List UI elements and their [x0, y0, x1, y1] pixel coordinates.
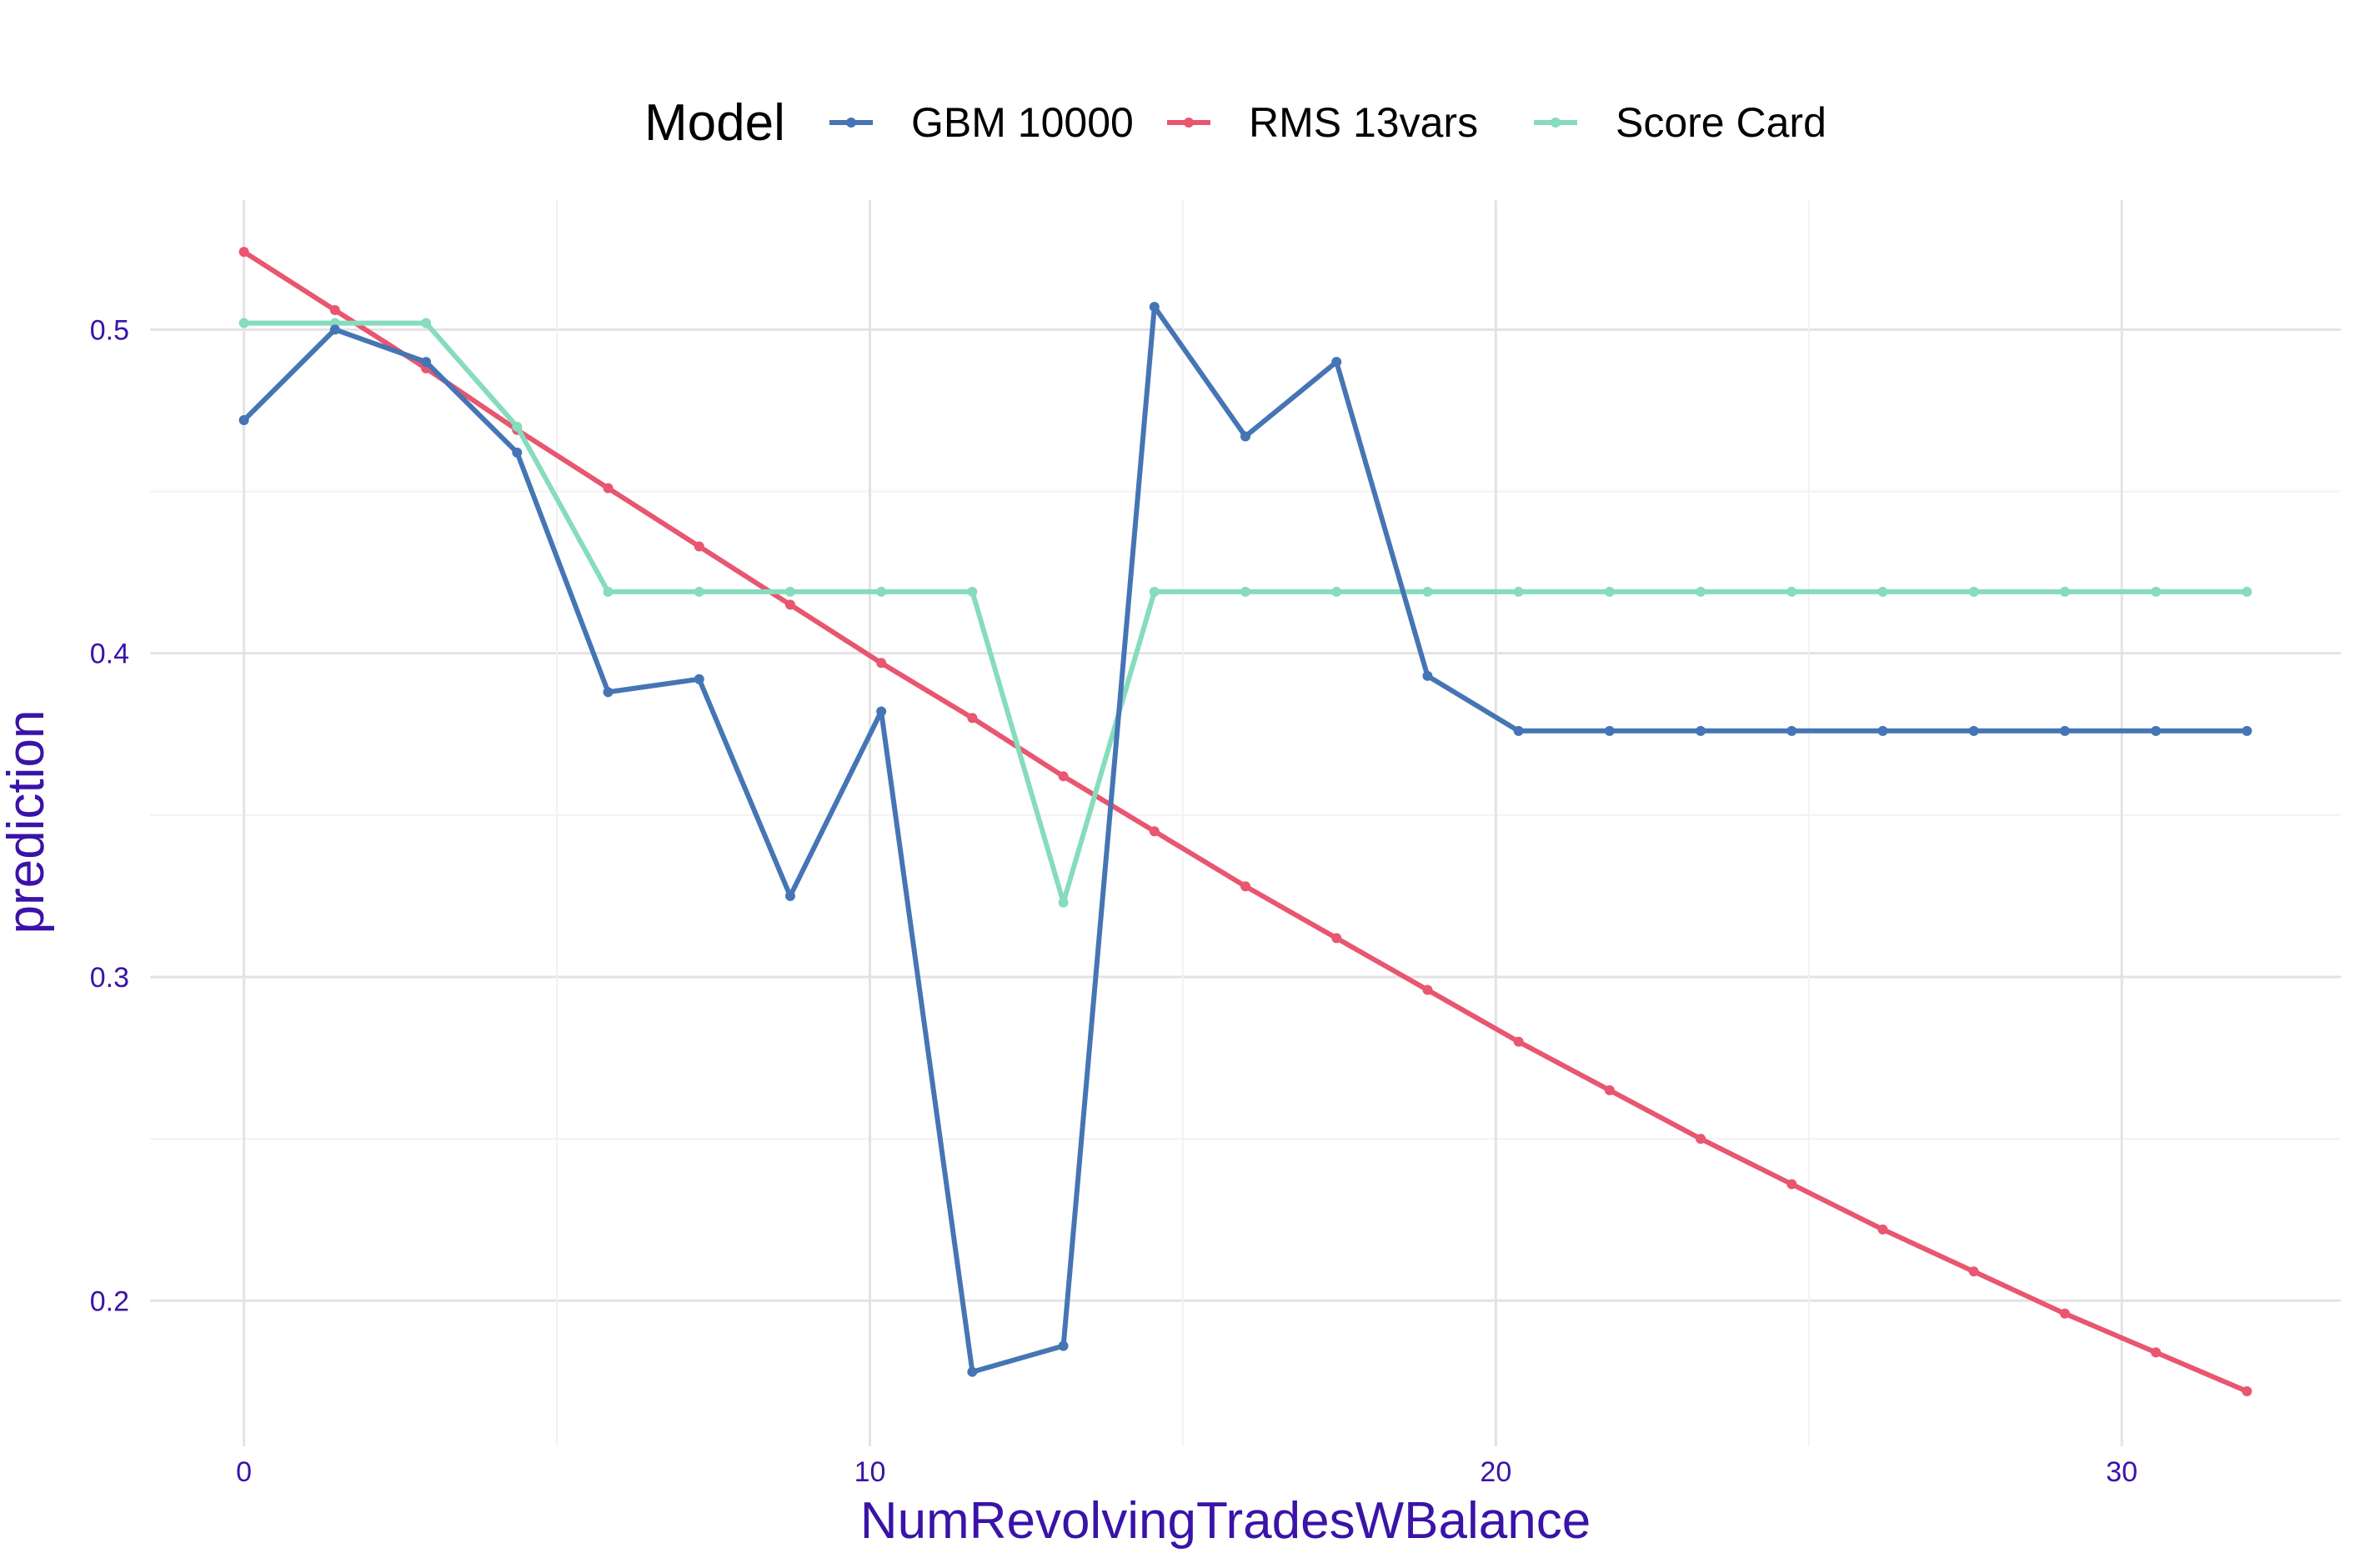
- data-point-gbm-10000: [967, 1366, 978, 1377]
- legend-key-point: [1551, 118, 1561, 128]
- y-axis-title: prediction: [0, 710, 55, 934]
- data-point-rms-13vars: [1331, 933, 1342, 944]
- y-axis-ticks: 0.2 0.3 0.4 0.5: [90, 314, 129, 1317]
- data-point-rms-13vars: [784, 599, 795, 610]
- data-point-rms-13vars: [1513, 1036, 1524, 1047]
- legend-label: GBM 10000: [911, 99, 1134, 146]
- data-point-rms-13vars: [2059, 1308, 2070, 1319]
- data-point-rms-13vars: [329, 305, 340, 316]
- x-tick-label: 20: [1480, 1456, 1511, 1488]
- data-point-gbm-10000: [1240, 431, 1250, 442]
- series-gbm-10000: [238, 302, 2252, 1377]
- y-tick-label: 0.2: [90, 1285, 129, 1317]
- data-point-score-card: [2242, 586, 2252, 597]
- x-axis-ticks: 0 10 20 30: [236, 1456, 2137, 1488]
- data-point-score-card: [1240, 586, 1250, 597]
- data-point-score-card: [967, 586, 978, 597]
- data-point-gbm-10000: [512, 447, 523, 458]
- data-point-rms-13vars: [967, 713, 978, 724]
- data-point-score-card: [1696, 586, 1706, 597]
- x-axis-title: NumRevolvingTradesWBalance: [860, 1492, 1591, 1550]
- series-score-card: [238, 318, 2252, 908]
- data-point-gbm-10000: [1058, 1340, 1069, 1351]
- data-point-score-card: [1058, 897, 1069, 908]
- y-tick-label: 0.4: [90, 639, 129, 670]
- legend-item-rms-13vars: RMS 13vars: [1167, 99, 1478, 146]
- data-point-rms-13vars: [694, 541, 704, 552]
- legend: Model GBM 10000 RMS 13vars Score Card: [644, 94, 1826, 152]
- data-point-score-card: [1422, 586, 1433, 597]
- data-point-score-card: [1604, 586, 1615, 597]
- legend-key-point: [1184, 118, 1194, 128]
- data-point-gbm-10000: [1786, 725, 1797, 736]
- series-line-rms-13vars: [241, 249, 2250, 1394]
- data-point-score-card: [238, 318, 249, 328]
- data-point-gbm-10000: [238, 415, 249, 426]
- data-point-gbm-10000: [1696, 725, 1706, 736]
- data-point-score-card: [1877, 586, 1888, 597]
- series-line-gbm-10000: [241, 304, 2250, 1375]
- data-point-score-card: [784, 586, 795, 597]
- data-point-gbm-10000: [1604, 725, 1615, 736]
- data-point-score-card: [603, 586, 614, 597]
- data-point-score-card: [1513, 586, 1524, 597]
- data-point-rms-13vars: [1240, 881, 1250, 892]
- data-point-score-card: [876, 586, 887, 597]
- data-point-rms-13vars: [238, 247, 249, 258]
- data-point-rms-13vars: [1149, 826, 1160, 837]
- data-point-score-card: [1786, 586, 1797, 597]
- legend-items: GBM 10000 RMS 13vars Score Card: [829, 99, 1826, 146]
- legend-title: Model: [644, 94, 785, 152]
- data-point-rms-13vars: [603, 483, 614, 493]
- data-point-score-card: [421, 318, 432, 328]
- legend-item-gbm-10000: GBM 10000: [829, 99, 1134, 146]
- data-point-gbm-10000: [1513, 725, 1524, 736]
- data-point-rms-13vars: [2151, 1347, 2162, 1358]
- data-point-gbm-10000: [1422, 670, 1433, 681]
- data-point-score-card: [1331, 586, 1342, 597]
- data-point-rms-13vars: [1877, 1224, 1888, 1235]
- data-point-gbm-10000: [2151, 725, 2162, 736]
- x-tick-label: 30: [2106, 1456, 2137, 1488]
- x-tick-label: 0: [236, 1456, 252, 1488]
- data-point-gbm-10000: [2059, 725, 2070, 736]
- data-point-score-card: [2059, 586, 2070, 597]
- data-point-gbm-10000: [1877, 725, 1888, 736]
- data-point-gbm-10000: [2242, 725, 2252, 736]
- data-point-score-card: [694, 586, 704, 597]
- data-point-gbm-10000: [603, 687, 614, 698]
- y-tick-label: 0.3: [90, 962, 129, 994]
- legend-label: Score Card: [1616, 99, 1826, 146]
- x-tick-label: 10: [854, 1456, 886, 1488]
- data-point-gbm-10000: [421, 357, 432, 368]
- data-point-rms-13vars: [1422, 984, 1433, 995]
- grid: [150, 200, 2341, 1446]
- legend-item-score-card: Score Card: [1534, 99, 1826, 146]
- series-rms-13vars: [238, 247, 2252, 1396]
- data-point-gbm-10000: [329, 324, 340, 335]
- data-point-gbm-10000: [694, 674, 704, 684]
- data-point-score-card: [2151, 586, 2162, 597]
- legend-key-point: [846, 118, 856, 128]
- data-point-rms-13vars: [1604, 1085, 1615, 1095]
- data-point-rms-13vars: [1968, 1266, 1979, 1277]
- data-point-gbm-10000: [1968, 725, 1979, 736]
- data-point-gbm-10000: [784, 890, 795, 901]
- data-point-score-card: [1968, 586, 1979, 597]
- data-point-gbm-10000: [1149, 302, 1160, 313]
- series-layer: [238, 247, 2252, 1396]
- data-point-rms-13vars: [1696, 1134, 1706, 1145]
- data-point-score-card: [1149, 586, 1160, 597]
- data-point-rms-13vars: [1058, 771, 1069, 782]
- data-point-gbm-10000: [876, 706, 887, 717]
- data-point-rms-13vars: [2242, 1385, 2252, 1396]
- data-point-rms-13vars: [876, 658, 887, 669]
- data-point-gbm-10000: [1331, 357, 1342, 368]
- y-tick-label: 0.5: [90, 314, 129, 346]
- data-point-rms-13vars: [1786, 1179, 1797, 1190]
- data-point-score-card: [512, 421, 523, 432]
- legend-label: RMS 13vars: [1249, 99, 1478, 146]
